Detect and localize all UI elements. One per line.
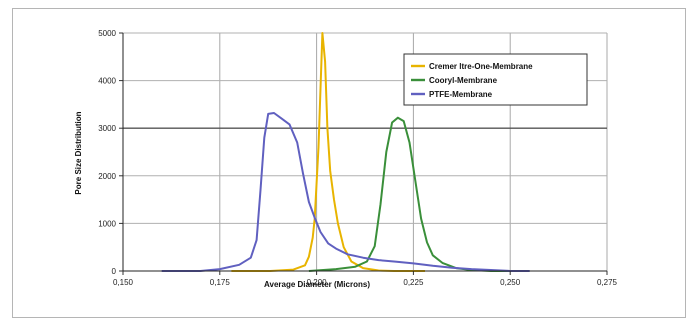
axes: 0,150 0,175 0,200 0,225 0,250 0,275 0 1000 2000 3… [98, 29, 617, 287]
y-tick-label: 1000 [98, 219, 116, 228]
legend-label-1: Cremer ltre-One-Membrane [429, 62, 533, 71]
x-tick-label: 0,200 [307, 278, 328, 287]
y-tick-label: 5000 [98, 29, 116, 38]
x-tick-label: 0,250 [500, 278, 521, 287]
legend-label-3: PTFE-Membrane [429, 90, 493, 99]
series-group [161, 32, 530, 272]
series-line-3 [161, 112, 530, 272]
x-axis-label: Average Diameter (Microns) [264, 280, 370, 289]
y-axis-label: Pore Size Distribution [74, 111, 83, 194]
x-tick-label: 0,150 [113, 278, 134, 287]
series-line-2 [308, 116, 530, 272]
x-tick-label: 0,275 [597, 278, 618, 287]
legend: Cremer ltre-One-Membrane Cooryl-Membrane P… [403, 53, 588, 106]
y-tick-label: 3000 [98, 124, 116, 133]
x-tick-label: 0,175 [210, 278, 231, 287]
y-tick-label: 0 [112, 267, 117, 276]
y-tick-label: 4000 [98, 77, 116, 86]
legend-label-2: Cooryl-Membrane [429, 76, 498, 85]
legend-box [403, 53, 588, 106]
series-line-1 [231, 32, 425, 272]
x-tick-label: 0,225 [403, 278, 424, 287]
pore-size-chart: 0,150 0,175 0,200 0,225 0,250 0,275 0 1000 2000 3… [74, 29, 618, 289]
y-tick-label: 2000 [98, 172, 116, 181]
chart-frame: 0,150 0,175 0,200 0,225 0,250 0,275 0 1000 2000 3… [12, 8, 686, 318]
